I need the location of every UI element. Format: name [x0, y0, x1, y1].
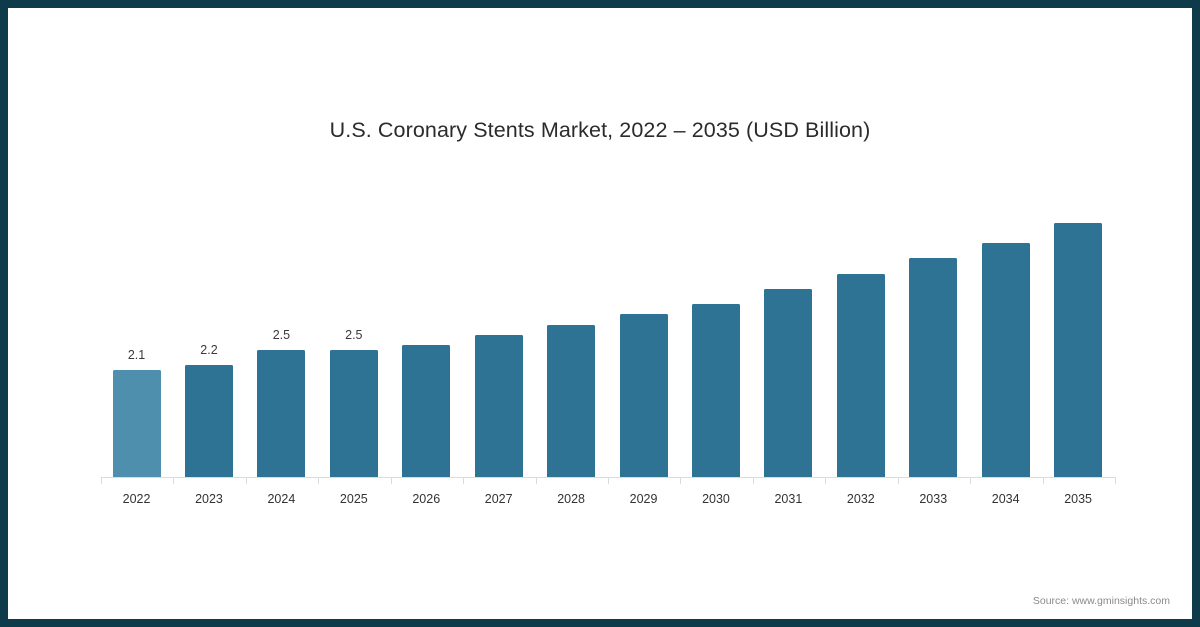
x-axis-label-2023: 2023 [195, 492, 223, 506]
bar-value-label-2025: 2.5 [345, 327, 363, 342]
x-axis-tick [463, 477, 465, 484]
x-axis-label-2028: 2028 [557, 492, 586, 506]
x-axis-label-2027: 2027 [484, 492, 513, 506]
bar-2028[interactable] [547, 324, 596, 477]
chart-canvas: U.S. Coronary Stents Market, 2022 – 2035… [8, 8, 1192, 619]
x-axis-tick [101, 477, 102, 484]
x-axis-tick [825, 477, 827, 484]
x-axis-tick [680, 477, 682, 484]
bar-2031[interactable] [764, 288, 813, 477]
x-axis-label-2031: 2031 [774, 492, 803, 506]
source-attribution: Source: www.gminsights.com [1032, 595, 1170, 607]
bar-2024[interactable] [257, 349, 306, 477]
bar-2034[interactable] [981, 243, 1030, 477]
bar-value-label-2024: 2.5 [272, 327, 291, 342]
bar-2035[interactable] [1054, 222, 1103, 477]
bar-group: 2.1 [101, 200, 172, 477]
x-axis-tick [245, 477, 247, 484]
x-axis-label-2034: 2034 [991, 492, 1020, 506]
bar-2030[interactable] [691, 304, 740, 477]
x-axis-tick [608, 477, 609, 484]
x-axis-label-2025: 2025 [339, 492, 368, 506]
bar-group [1043, 200, 1114, 477]
x-axis-label-2033: 2033 [919, 492, 948, 506]
x-axis-tick [173, 477, 175, 484]
x-axis-label-2030: 2030 [702, 492, 730, 506]
x-axis-tick [318, 477, 320, 484]
x-axis-tick [1115, 477, 1116, 484]
bar-group [825, 200, 896, 477]
bar-2033[interactable] [909, 258, 958, 477]
bar-2026[interactable] [402, 344, 451, 477]
bar-value-label-2023: 2.2 [200, 343, 218, 358]
bar-group: 2.5 [318, 200, 389, 477]
bar-group [463, 200, 534, 477]
bar-2022[interactable] [112, 370, 161, 477]
x-axis-tick [535, 477, 537, 484]
x-axis-tick [752, 477, 754, 484]
bar-plot-area: 2.1 2.2 2.5 2.5 [101, 200, 1115, 477]
x-axis-tick [390, 477, 392, 484]
bar-2029[interactable] [619, 314, 668, 477]
x-axis-label-2029: 2029 [629, 492, 658, 506]
bar-2027[interactable] [474, 334, 523, 477]
bar-group [536, 200, 607, 477]
x-axis-tick [970, 477, 972, 484]
x-axis-label-2032: 2032 [846, 492, 875, 506]
bar-group [680, 200, 751, 477]
bar-2023[interactable] [184, 365, 233, 477]
bar-group: 2.2 [173, 200, 244, 477]
bar-2025[interactable] [329, 349, 378, 477]
bar-group: 2.5 [246, 200, 317, 477]
bar-group [753, 200, 824, 477]
bar-group [970, 200, 1041, 477]
bar-value-label-2022: 2.1 [127, 348, 146, 363]
x-axis-label-2024: 2024 [267, 492, 296, 506]
chart-title: U.S. Coronary Stents Market, 2022 – 2035… [329, 118, 871, 142]
bar-group [391, 200, 462, 477]
x-axis-label-2035: 2035 [1064, 492, 1093, 506]
bar-group [898, 200, 969, 477]
x-axis-tick [897, 477, 899, 484]
x-axis-label-2026: 2026 [412, 492, 441, 506]
bar-group [608, 200, 679, 477]
x-axis-tick [1042, 477, 1044, 484]
x-axis-label-2022: 2022 [122, 492, 151, 506]
bar-2032[interactable] [836, 273, 885, 477]
